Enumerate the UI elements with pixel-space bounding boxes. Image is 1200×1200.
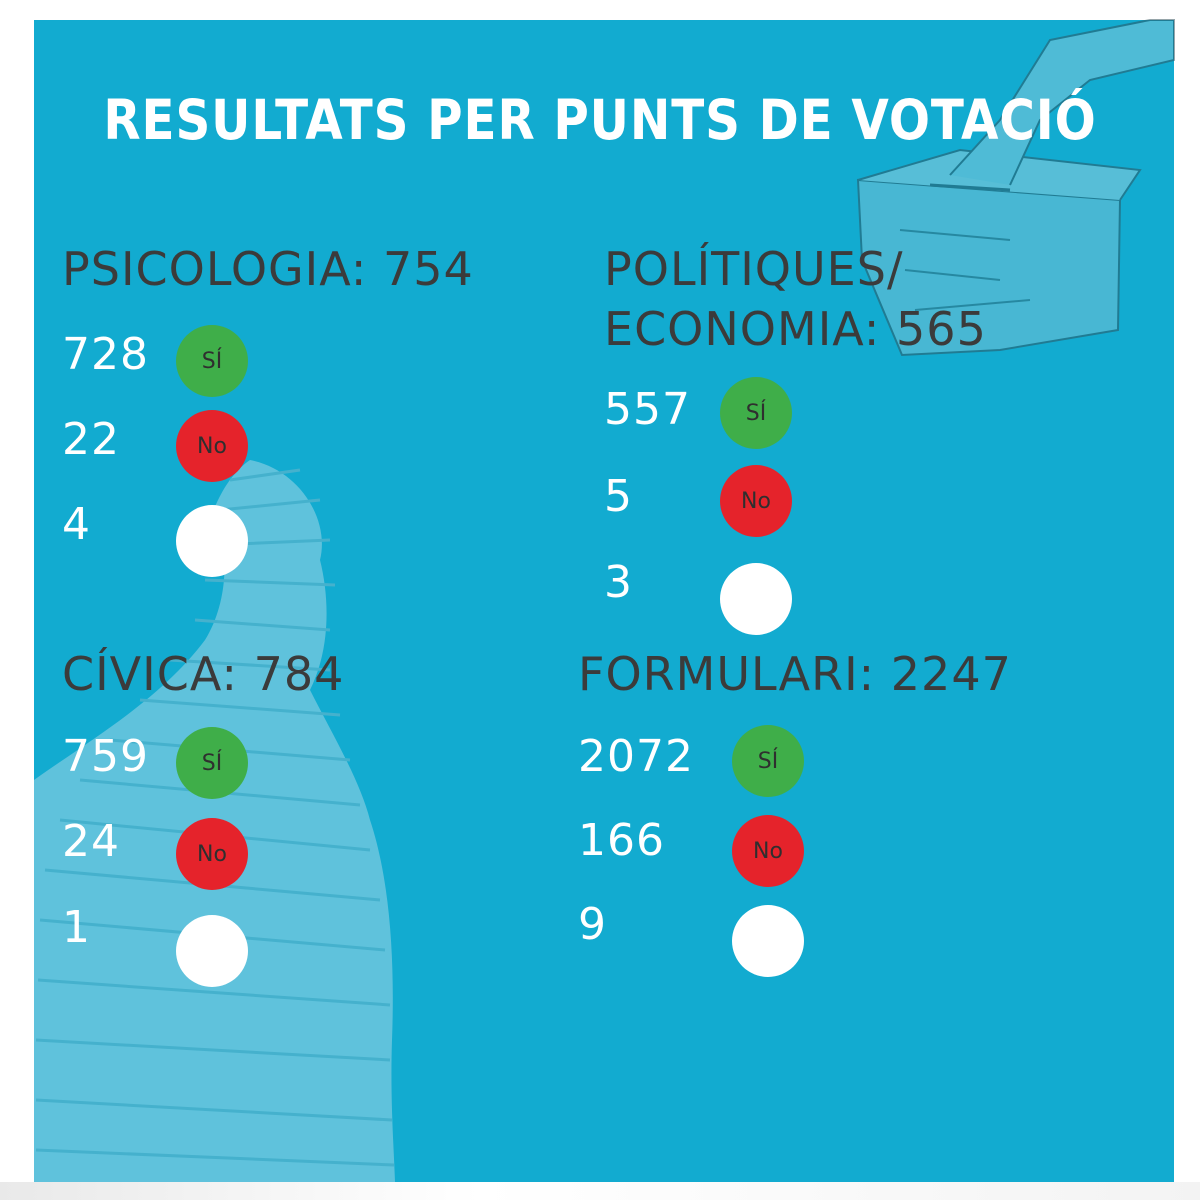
no-badge: No [732, 815, 804, 887]
count-si: 557 [604, 384, 691, 435]
count-blank: 9 [578, 899, 607, 950]
count-blank: 1 [62, 902, 91, 953]
no-badge: No [176, 818, 248, 890]
section-heading-politiques-line2: ECONOMIA: 565 [604, 302, 987, 356]
si-badge: SÍ [176, 325, 248, 397]
page-title: RESULTATS PER PUNTS DE VOTACIÓ [103, 88, 1097, 152]
bottom-photo-strip [0, 1182, 1200, 1200]
count-blank: 3 [604, 557, 633, 608]
no-badge: No [720, 465, 792, 537]
section-heading-psicologia: PSICOLOGIA: 754 [62, 242, 474, 296]
no-badge: No [176, 410, 248, 482]
blank-badge [176, 505, 248, 577]
count-si: 728 [62, 329, 149, 380]
si-badge: SÍ [732, 725, 804, 797]
count-blank: 4 [62, 499, 91, 550]
blank-badge [720, 563, 792, 635]
section-heading-formulari: FORMULARI: 2247 [578, 647, 1012, 701]
section-heading-politiques-line1: POLÍTIQUES/ [604, 242, 904, 296]
count-no: 166 [578, 815, 665, 866]
count-si: 2072 [578, 731, 694, 782]
si-badge: SÍ [720, 377, 792, 449]
count-no: 24 [62, 816, 120, 867]
blank-badge [732, 905, 804, 977]
ballot-box-sketch [856, 19, 1175, 357]
count-no: 5 [604, 471, 633, 522]
count-no: 22 [62, 414, 120, 465]
section-heading-civica: CÍVICA: 784 [62, 647, 345, 701]
si-badge: SÍ [176, 727, 248, 799]
blank-badge [176, 915, 248, 987]
count-si: 759 [62, 731, 149, 782]
